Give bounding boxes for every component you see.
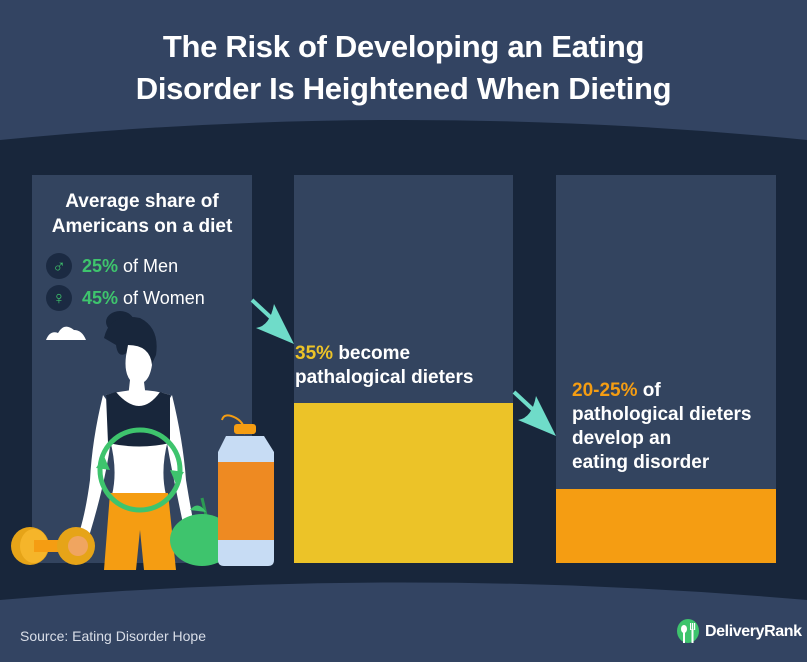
cloud-icon — [46, 326, 86, 340]
arrow-right-down-icon — [512, 390, 556, 436]
panel-heading: Average share of Americans on a diet — [51, 191, 233, 237]
panel-diet-share: Average share of Americans on a diet ♂ 2… — [32, 175, 252, 563]
bar-35-percent — [294, 403, 513, 563]
water-bottle-icon — [218, 414, 274, 566]
brand-logo: DeliveryRank — [676, 619, 802, 645]
stat-men: ♂ 25% of Men — [46, 253, 178, 279]
dieting-woman-illustration — [11, 311, 274, 570]
dumbbell-icon — [11, 527, 95, 565]
fork-spoon-logo-icon — [677, 619, 699, 643]
page-title: The Risk of Developing an Eating Disorde… — [135, 29, 672, 106]
panel-text: 20-25% of pathological dieters develop a… — [572, 380, 752, 473]
arrow-right-down-icon — [250, 298, 294, 344]
source-note: Source: Eating Disorder Hope — [20, 628, 206, 644]
panel-eating-disorder: 20-25% of pathological dieters develop a… — [556, 175, 776, 563]
stat-women: ♀ 45% of Women — [46, 285, 205, 311]
panel-pathological-dieters: 35% become pathalogical dieters — [294, 175, 513, 563]
female-symbol-icon: ♀ — [46, 285, 72, 311]
panel-text: 35% become pathalogical dieters — [295, 343, 474, 388]
bar-20-25-percent — [556, 489, 776, 563]
male-symbol-icon: ♂ — [46, 253, 72, 279]
